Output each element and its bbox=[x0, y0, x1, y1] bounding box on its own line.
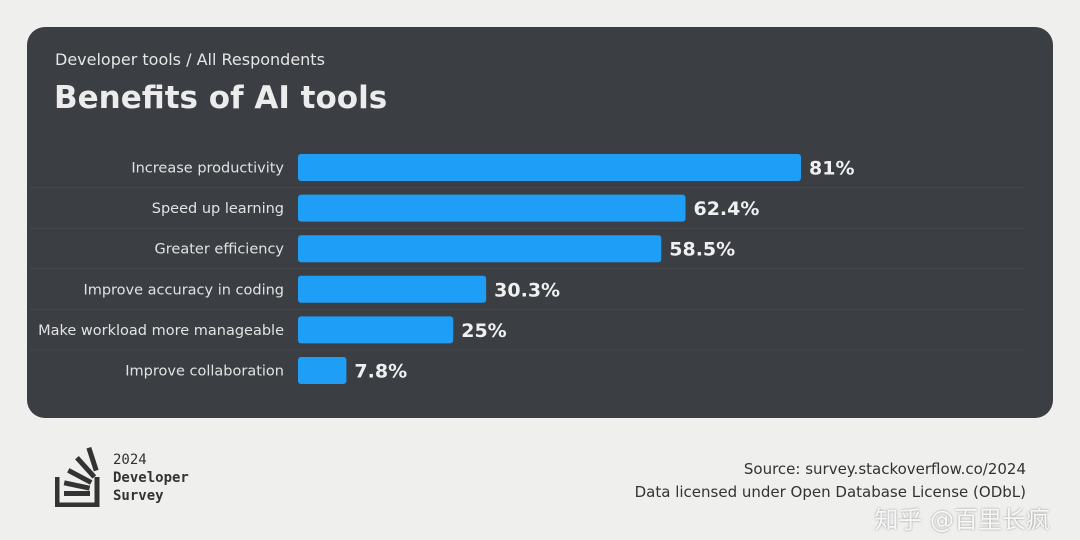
value-label: 81% bbox=[809, 158, 854, 180]
survey-logo-text: 2024 Developer Survey bbox=[113, 451, 189, 505]
value-label: 25% bbox=[461, 320, 506, 342]
chart-subtitle: Developer tools / All Respondents bbox=[55, 50, 325, 69]
chart-title: Benefits of AI tools bbox=[54, 80, 388, 116]
category-label: Improve collaboration bbox=[125, 364, 284, 380]
stack-overflow-logo-icon bbox=[55, 447, 100, 507]
chart-card bbox=[27, 27, 1053, 418]
logo-line1: Developer bbox=[113, 470, 189, 486]
logo-year: 2024 bbox=[113, 452, 147, 468]
value-label: 30.3% bbox=[494, 279, 560, 301]
bar bbox=[298, 194, 686, 222]
bar bbox=[298, 275, 487, 303]
bar bbox=[298, 154, 801, 181]
category-label: Make workload more manageable bbox=[38, 323, 284, 339]
value-label: 58.5% bbox=[669, 239, 735, 261]
category-label: Increase productivity bbox=[131, 161, 284, 177]
category-label: Greater efficiency bbox=[155, 242, 285, 258]
bar bbox=[298, 316, 454, 344]
category-label: Improve accuracy in coding bbox=[83, 282, 284, 298]
source-note: Source: survey.stackoverflow.co/2024 Dat… bbox=[635, 458, 1026, 504]
license-text: Data licensed under Open Database Licens… bbox=[634, 483, 1026, 501]
bar bbox=[298, 235, 662, 263]
watermark: 知乎 @百里长疯 bbox=[874, 506, 1050, 534]
value-label: 62.4% bbox=[693, 198, 759, 220]
category-label: Speed up learning bbox=[152, 201, 284, 217]
bar bbox=[298, 357, 347, 384]
source-link[interactable]: Source: survey.stackoverflow.co/2024 bbox=[743, 460, 1026, 478]
logo-line2: Survey bbox=[113, 488, 164, 504]
value-label: 7.8% bbox=[354, 361, 407, 383]
